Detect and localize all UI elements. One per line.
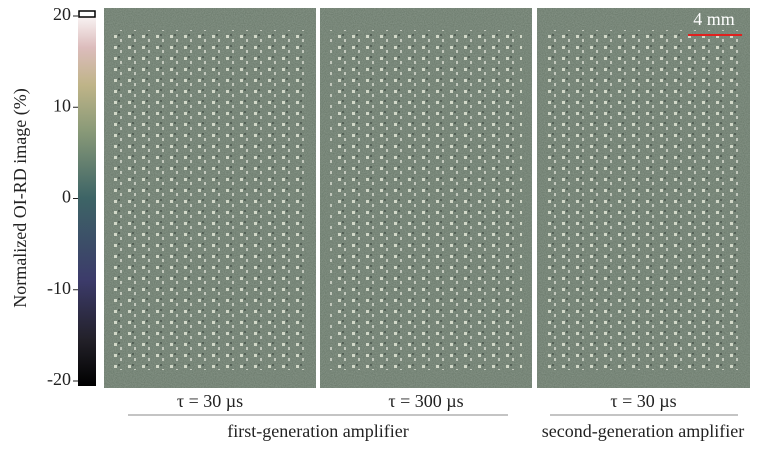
tick-label: -10 bbox=[47, 278, 71, 298]
tick-label: 20 bbox=[53, 4, 71, 24]
group-label: first-generation amplifier bbox=[227, 421, 408, 441]
tick-label: 10 bbox=[53, 95, 71, 115]
colorbar-gradient bbox=[78, 10, 96, 386]
panel-label: τ = 30 µs bbox=[177, 391, 243, 411]
panel-label: τ = 300 µs bbox=[388, 391, 463, 411]
group-label: second-generation amplifier bbox=[542, 421, 744, 441]
tick-label: 0 bbox=[62, 187, 71, 207]
panels: τ = 30 µs τ = 300 µs τ = 30 µs bbox=[104, 8, 750, 411]
colorbar-top bbox=[78, 10, 96, 18]
scale-bar-label: 4 mm bbox=[693, 9, 735, 29]
panel-label: τ = 30 µs bbox=[610, 391, 676, 411]
tick-label: -20 bbox=[47, 369, 71, 389]
colorbar: Normalized OI-RD image (%) 20 10 0 -10 -20 bbox=[10, 4, 96, 389]
colorbar-label: Normalized OI-RD image (%) bbox=[10, 88, 31, 307]
image-dots bbox=[330, 30, 522, 370]
image-dots bbox=[114, 30, 306, 370]
image-dots bbox=[547, 30, 740, 370]
